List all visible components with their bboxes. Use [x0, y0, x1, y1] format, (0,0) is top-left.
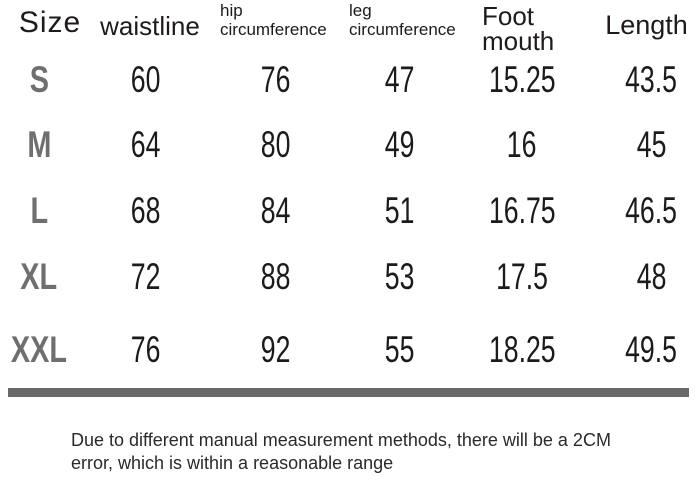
foot-mouth-value: 16 — [507, 124, 537, 165]
length-value: 43.5 — [625, 59, 678, 100]
table-row-m: M 64 80 49 16 45 — [0, 120, 697, 170]
header-leg-circumference: leg circumference — [349, 1, 456, 39]
size-label: S — [0, 59, 100, 101]
hip-value: 76 — [261, 59, 291, 100]
header-length: Length — [605, 10, 688, 40]
size-label-text: XXL — [10, 329, 68, 370]
foot-mouth-value: 15.25 — [488, 59, 556, 100]
size-label-text: S — [29, 59, 49, 100]
waistline-value: 72 — [131, 256, 161, 297]
waistline-value: 68 — [131, 190, 161, 231]
divider-bar — [8, 388, 689, 397]
length-value: 46.5 — [625, 190, 678, 231]
size-label: M — [0, 124, 100, 166]
hip-value: 88 — [261, 256, 291, 297]
header-size: Size — [18, 6, 82, 39]
leg-value: 49 — [385, 124, 415, 165]
hip-value: 92 — [261, 329, 291, 370]
size-label: XL — [0, 256, 100, 298]
foot-mouth-value: 16.75 — [488, 190, 556, 231]
foot-mouth-value: 17.5 — [496, 256, 548, 297]
leg-value: 53 — [385, 256, 415, 297]
table-row-xxl: XXL 76 92 55 18.25 49.5 — [0, 325, 697, 375]
size-label: L — [0, 190, 100, 232]
table-row-l: L 68 84 51 16.75 46.5 — [0, 186, 697, 236]
length-value: 48 — [636, 256, 667, 297]
hip-value: 80 — [261, 124, 291, 165]
hip-value: 84 — [261, 190, 291, 231]
size-label: XXL — [0, 329, 100, 371]
size-label-text: XL — [20, 256, 58, 297]
length-value: 45 — [636, 124, 667, 165]
header-foot-mouth: Foot mouth — [482, 1, 555, 56]
foot-mouth-value: 18.25 — [488, 329, 556, 370]
table-row-xl: XL 72 88 53 17.5 48 — [0, 252, 697, 302]
size-label-text: M — [26, 124, 52, 165]
header-hip-circumference: hip circumference — [220, 1, 327, 39]
measurement-note: Due to different manual measurement meth… — [71, 430, 611, 473]
header-waistline: waistline — [100, 11, 200, 41]
size-label-text: L — [30, 190, 48, 231]
table-row-s: S 60 76 47 15.25 43.5 — [0, 55, 697, 105]
waistline-value: 76 — [131, 329, 161, 370]
waistline-value: 64 — [131, 124, 161, 165]
length-value: 49.5 — [625, 329, 678, 370]
waistline-value: 60 — [131, 59, 161, 100]
leg-value: 51 — [385, 190, 415, 231]
leg-value: 55 — [385, 329, 415, 370]
leg-value: 47 — [385, 59, 415, 100]
